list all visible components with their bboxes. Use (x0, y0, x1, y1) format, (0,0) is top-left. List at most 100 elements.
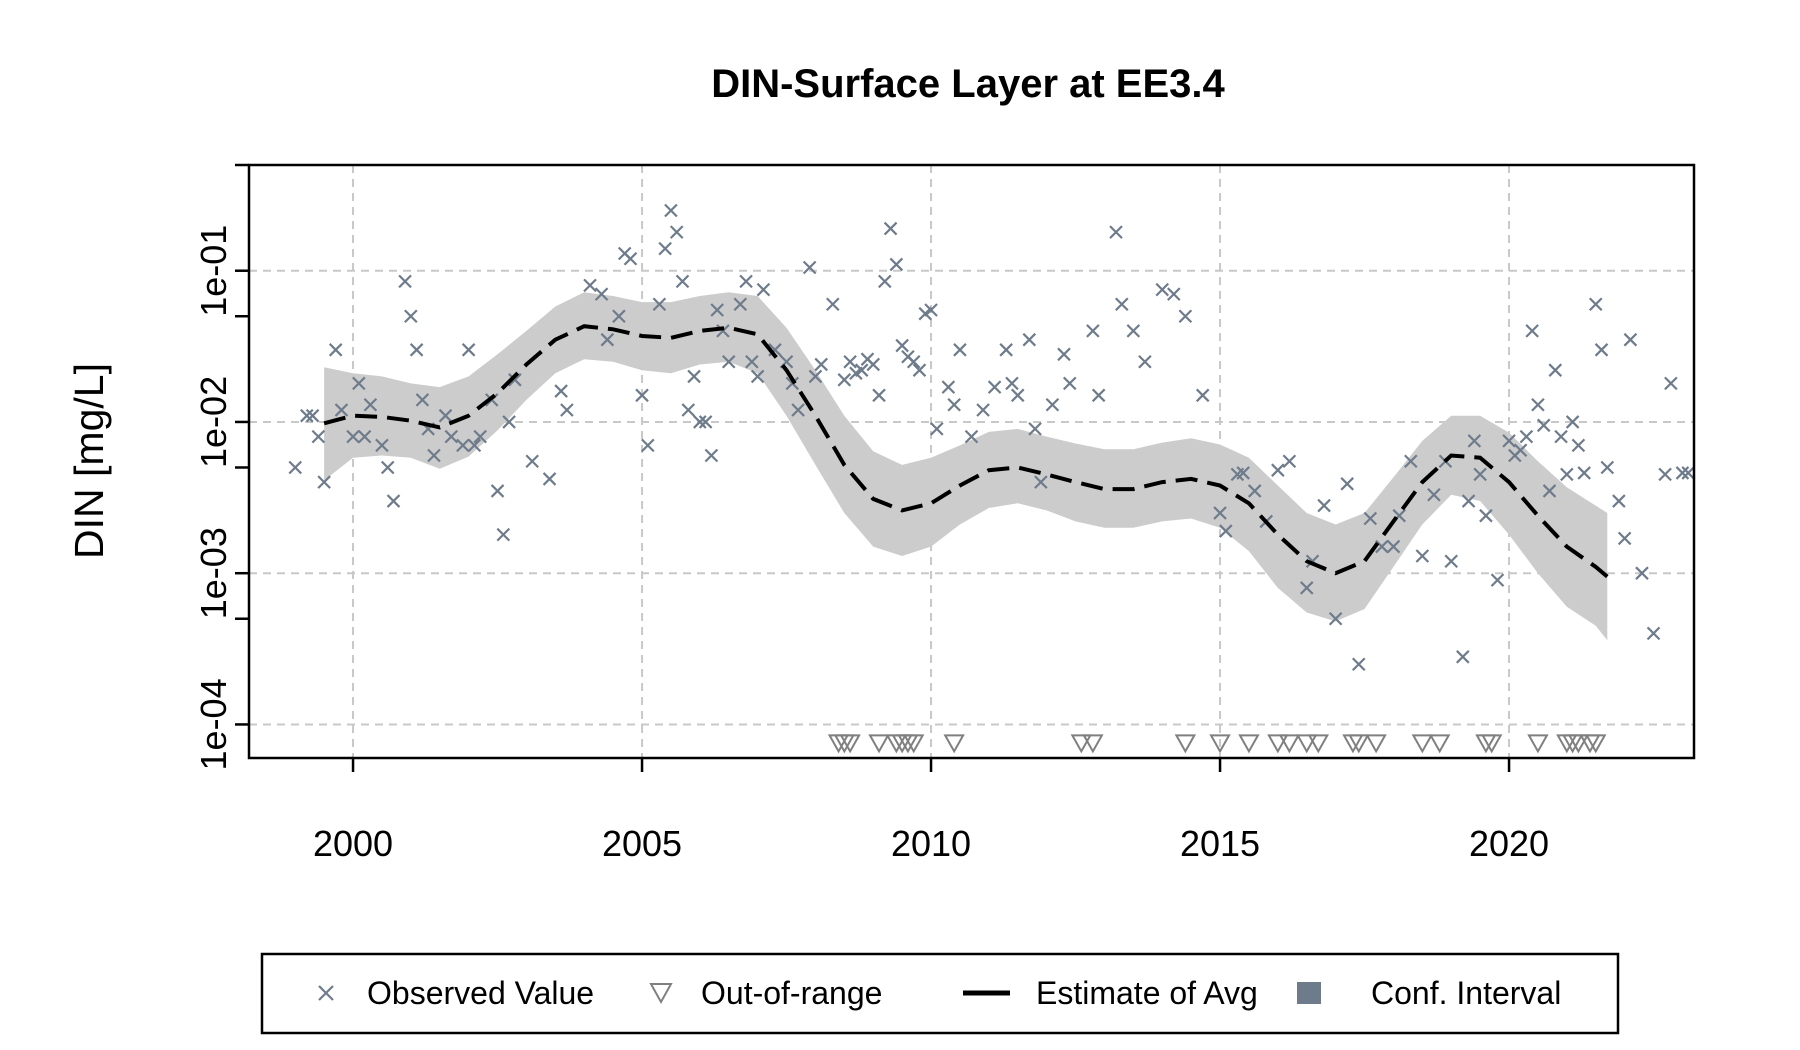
chart-title: DIN-Surface Layer at EE3.4 (711, 62, 1225, 106)
observed-point (1386, 539, 1401, 554)
observed-point (895, 338, 909, 353)
observed-point (710, 303, 724, 317)
estimate-line (323, 324, 1609, 579)
observed-point (1219, 524, 1233, 538)
observed-point (947, 397, 961, 412)
observed-point (375, 438, 389, 453)
observed-point (698, 415, 713, 429)
observed-point (1675, 466, 1690, 480)
observed-point (404, 309, 418, 324)
observed-point (600, 332, 615, 347)
observed-point (1467, 434, 1482, 448)
observed-point (300, 408, 314, 423)
out-of-range-point (1082, 734, 1104, 754)
observed-point (826, 297, 840, 312)
observed-point (438, 408, 453, 423)
observed-point (1126, 324, 1141, 338)
observed-point (1646, 626, 1661, 641)
observed-point (1444, 554, 1459, 569)
observed-point (444, 429, 459, 444)
observed-point (745, 354, 759, 369)
x-tick-label: 2005 (602, 823, 682, 864)
observed-point (814, 357, 828, 372)
observed-point (352, 376, 366, 391)
plot-frame (247, 163, 1696, 760)
x-tick-label: 2020 (1469, 823, 1549, 864)
x-tick-label: 2000 (313, 823, 393, 864)
out-of-range-point (1428, 734, 1451, 754)
observed-point (1138, 354, 1152, 369)
observed-point (461, 343, 476, 357)
observed-point (1045, 397, 1060, 412)
out-of-range-point (1238, 734, 1260, 754)
observed-point (1351, 657, 1366, 672)
observed-point (1681, 466, 1695, 480)
observed-point (1490, 573, 1505, 587)
legend-box (260, 952, 1620, 1035)
observed-point (1600, 460, 1615, 475)
out-of-range-point (868, 734, 890, 754)
out-of-range-point (1307, 734, 1330, 754)
observed-point (1594, 343, 1609, 357)
out-of-range-point (1209, 734, 1231, 754)
observed-point (1461, 494, 1476, 508)
observed-point (906, 354, 921, 369)
legend-marker-out-of-range (649, 983, 673, 1005)
observed-point (398, 274, 412, 289)
observed-point (1155, 282, 1170, 297)
out-of-range-point (1480, 734, 1503, 754)
observed-point (878, 274, 892, 289)
observed-point (930, 422, 944, 436)
observed-point (409, 343, 424, 357)
observed-point (1271, 463, 1285, 477)
observed-point (1588, 297, 1603, 312)
observed-point (1247, 484, 1262, 498)
observed-point (1554, 429, 1568, 444)
observed-point (1571, 438, 1586, 453)
observed-point (1612, 494, 1626, 508)
observed-point (623, 251, 638, 266)
observed-point (739, 274, 753, 289)
observed-point (941, 380, 956, 394)
observed-point (1195, 388, 1210, 403)
observed-point (1086, 324, 1100, 338)
observed-point (808, 369, 823, 384)
out-of-range-point (943, 734, 965, 754)
out-of-range-point (1278, 734, 1301, 754)
observed-point (1473, 467, 1487, 482)
observed-point (1502, 434, 1516, 448)
out-of-range-point (1267, 734, 1289, 754)
observed-point (305, 408, 320, 423)
observed-point (791, 403, 805, 417)
observed-point (999, 343, 1013, 357)
observed-point (1577, 466, 1591, 480)
observed-point (866, 357, 881, 372)
observed-point (380, 460, 395, 475)
observed-point (1404, 454, 1418, 469)
observed-point (1427, 488, 1441, 502)
observed-point (502, 415, 516, 429)
observed-point (785, 376, 800, 391)
observed-point (1005, 376, 1019, 391)
observed-point (1057, 347, 1071, 362)
observed-point (675, 274, 690, 289)
observed-point (386, 494, 401, 508)
observed-point (1109, 225, 1123, 239)
observed-point (1282, 454, 1297, 469)
observed-point (1022, 332, 1037, 347)
observed-point (658, 241, 672, 256)
observed-point (976, 403, 990, 417)
observed-point (953, 343, 967, 357)
legend-label-estimate: Estimate of Avg (1036, 975, 1258, 1011)
observed-point (924, 303, 938, 317)
observed-point (594, 287, 609, 301)
observed-point (669, 225, 684, 239)
observed-point (467, 438, 482, 453)
observed-point (1010, 388, 1025, 403)
observed-point (635, 388, 649, 403)
observed-point (1236, 466, 1250, 480)
observed-point (693, 415, 707, 429)
y-tick-label: 1e-01 (193, 225, 234, 317)
observed-point (363, 397, 378, 412)
